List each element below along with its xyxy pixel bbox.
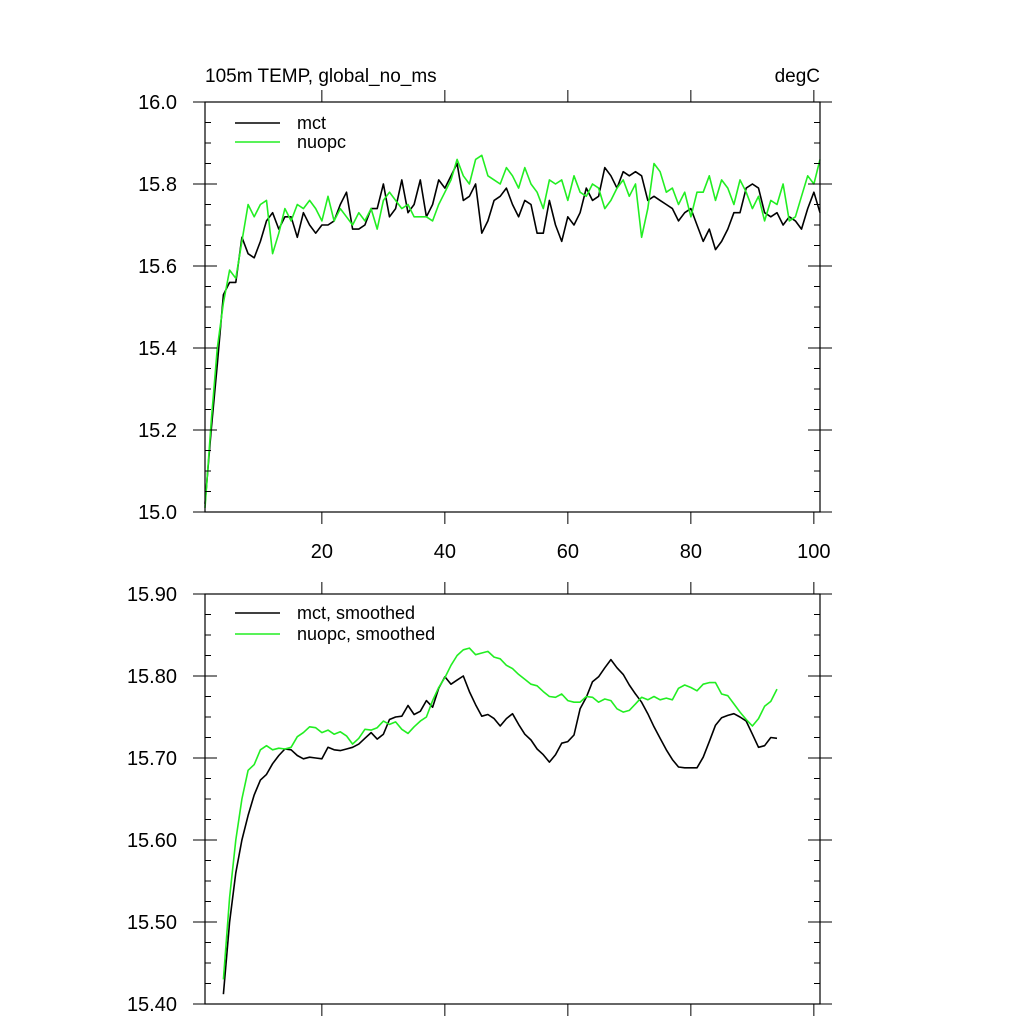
plot-frame bbox=[204, 593, 821, 1005]
bottom-panel: 15.40 15.50 15.60 15.70 15.80 15.90 mct, smoo… bbox=[127, 582, 832, 1016]
x-tick-label: 40 bbox=[434, 541, 456, 563]
legend-label-mct: mct bbox=[297, 113, 326, 133]
y-tick-label: 15.80 bbox=[127, 666, 177, 688]
y-tick-label: 16.0 bbox=[138, 92, 177, 114]
y-tick-label: 15.6 bbox=[138, 256, 177, 278]
y-tick-label: 15.4 bbox=[138, 338, 177, 360]
series-line-mct-smoothed bbox=[222, 658, 778, 995]
legend: mct, smoothed nuopc, smoothed bbox=[235, 603, 435, 644]
legend-label-mct-smoothed: mct, smoothed bbox=[297, 603, 415, 623]
y-tick-label: 15.2 bbox=[138, 420, 177, 442]
panel-title: 105m TEMP, global_no_ms bbox=[205, 66, 437, 87]
legend-label-nuopc: nuopc bbox=[297, 132, 346, 152]
x-tick-label: 60 bbox=[557, 541, 579, 563]
y-tick-label: 15.90 bbox=[127, 584, 177, 606]
x-tick-label: 20 bbox=[311, 541, 333, 563]
legend: mct nuopc bbox=[235, 113, 346, 152]
y-tick-label: 15.40 bbox=[127, 994, 177, 1016]
series-line-nuopc bbox=[204, 154, 821, 508]
x-tick-label: 100 bbox=[797, 541, 830, 563]
x-tick-label: 80 bbox=[680, 541, 702, 563]
y-tick-label: 15.0 bbox=[138, 502, 177, 524]
plot-frame bbox=[204, 101, 821, 513]
top-panel: 105m TEMP, global_no_ms degC 15.0 15.2 15.… bbox=[138, 66, 832, 563]
series-line-nuopc-smoothed bbox=[222, 647, 778, 980]
y-tick-label: 15.8 bbox=[138, 174, 177, 196]
units-label: degC bbox=[775, 66, 820, 87]
y-tick-label: 15.50 bbox=[127, 912, 177, 934]
y-tick-label: 15.60 bbox=[127, 830, 177, 852]
series-line-mct bbox=[204, 162, 821, 504]
legend-label-nuopc-smoothed: nuopc, smoothed bbox=[297, 624, 435, 644]
y-tick-label: 15.70 bbox=[127, 748, 177, 770]
